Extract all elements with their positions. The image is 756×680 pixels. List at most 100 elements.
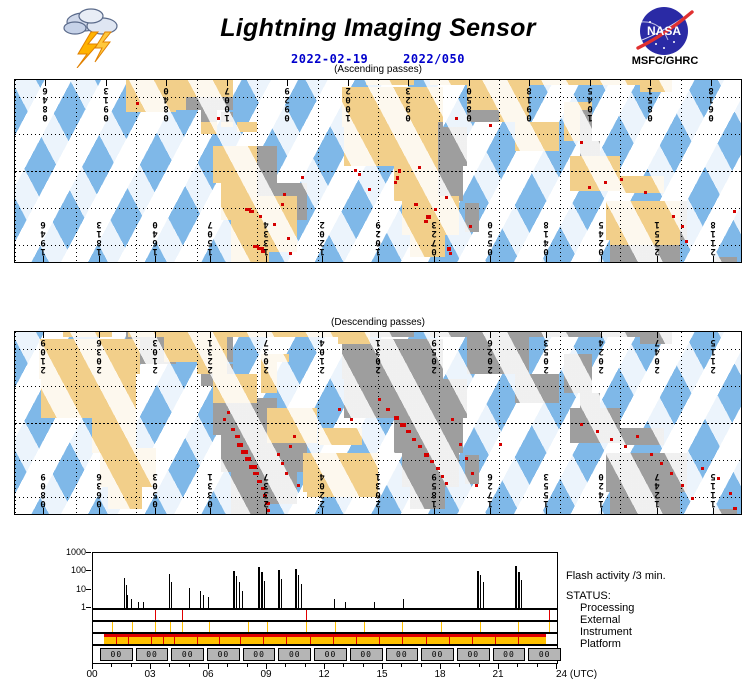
page-header: Lightning Imaging Sensor 2022-02-19 2022…	[0, 0, 756, 78]
platform-status-cell: 00	[385, 648, 419, 661]
x-tick	[150, 664, 151, 669]
instrument-status-fill	[103, 634, 547, 644]
orbit-tick	[154, 256, 156, 262]
y-tick	[86, 607, 91, 608]
orbit-tick	[713, 256, 715, 262]
external-status-tick	[209, 622, 210, 632]
orbit-time-label-top: 2031	[373, 338, 383, 374]
orbit-time-label-top: 2115	[708, 338, 719, 374]
parallel-line	[15, 496, 741, 498]
platform-status-cell: 00	[349, 648, 383, 661]
instrument-status-tick	[286, 637, 288, 644]
external-status-tick	[518, 622, 520, 632]
flash-count-bar	[143, 602, 145, 608]
orbit-time-label-bottom: 0809	[37, 472, 48, 508]
x-tick-label: 00	[86, 669, 98, 680]
lightning-flash-marker	[579, 141, 583, 145]
orbit-time-label-top: 0618	[705, 86, 716, 122]
orbit-tick	[98, 508, 100, 514]
instrument-status-tick	[355, 637, 357, 644]
x-tick	[208, 664, 209, 669]
orbit-tick	[378, 508, 379, 514]
parallel-line	[15, 134, 741, 136]
lightning-flash-marker	[267, 509, 271, 513]
external-status-tick	[247, 622, 249, 632]
flash-count-bar	[200, 590, 202, 608]
orbit-time-label-top: 2036	[93, 338, 104, 374]
lightning-flash-marker	[412, 437, 417, 441]
orbit-time-label-top: 2103	[149, 338, 160, 374]
utc-axis-label: 24 (UTC)	[556, 669, 598, 680]
flash-count-bar	[188, 588, 190, 608]
orbit-tick	[378, 332, 379, 338]
orbit-time-label-bottom: 2118	[708, 220, 719, 256]
lightning-flash-marker	[603, 180, 607, 184]
lightning-flash-marker	[301, 175, 305, 179]
x-tick-label: 03	[144, 669, 156, 680]
orbit-time-label-bottom: 1420	[596, 472, 607, 508]
external-status-tick	[154, 622, 156, 632]
orbit-tick	[710, 80, 712, 86]
external-status-tick	[479, 622, 481, 632]
lightning-flash-marker	[281, 462, 285, 466]
processing-status-tick	[305, 610, 307, 620]
descending-passes-map[interactable]: 2109 2036 2103 2231 2037 2104 2031 2059 2026 2053…	[14, 331, 742, 515]
x-tick	[556, 664, 557, 669]
orbit-time-label-top: 0846	[40, 86, 51, 122]
orbit-time-label-bottom: 1859	[428, 472, 439, 508]
lightning-flash-marker	[609, 437, 613, 441]
lightning-flash-marker	[287, 237, 291, 241]
status-row-instrument	[92, 633, 558, 645]
x-tick-label: 15	[376, 669, 388, 680]
flash-count-bar	[476, 570, 479, 608]
lightning-flash-marker	[670, 472, 674, 476]
orbit-time-label-bottom: 2337	[261, 472, 272, 508]
orbit-tick	[657, 332, 659, 338]
x-tick-label: 12	[318, 669, 330, 680]
x-minor-tick	[362, 664, 364, 667]
external-status-tick	[112, 622, 114, 632]
orbit-tick	[210, 256, 212, 262]
lightning-flash-marker	[378, 398, 381, 402]
processing-status-tick	[154, 610, 156, 620]
lightning-flash-marker	[446, 247, 451, 252]
lightning-flash-marker	[448, 252, 452, 256]
lightning-flash-marker	[394, 415, 400, 420]
platform-status-cell: 00	[100, 648, 133, 661]
y-tick	[86, 552, 91, 553]
orbit-time-label-top: 2059	[428, 338, 439, 374]
flash-count-bar	[171, 582, 173, 608]
lightning-flash-marker	[434, 207, 438, 211]
orbit-time-label-bottom: 1726	[484, 472, 495, 508]
lightning-flash-marker	[252, 472, 259, 476]
orbit-tick	[266, 332, 268, 338]
instrument-status-tick	[239, 637, 241, 644]
instrument-status-tick	[174, 637, 176, 644]
orbit-time-label-bottom: 1507	[205, 220, 216, 256]
external-status-tick	[267, 622, 268, 632]
flash-activity-plot[interactable]	[92, 552, 558, 609]
lightning-flash-marker	[444, 482, 448, 486]
orbit-tick	[650, 80, 652, 86]
platform-status-cell: 00	[492, 648, 526, 661]
orbit-tick	[529, 80, 531, 86]
lightning-flash-marker	[281, 202, 285, 206]
ascending-passes-map[interactable]: 0846 0913 0840 1007 0929 1002 0923 0850 0918 1045…	[14, 79, 742, 263]
lightning-flash-marker	[454, 116, 458, 120]
lightning-flash-marker	[398, 168, 402, 173]
external-status-tick	[402, 622, 404, 632]
orbit-time-label-bottom: 1202	[317, 220, 328, 256]
orbit-tick	[42, 256, 44, 262]
orbit-tick	[42, 508, 44, 514]
platform-status-cell: 00	[421, 648, 454, 661]
flash-count-bar	[169, 574, 171, 608]
lightning-flash-marker	[248, 210, 254, 214]
lightning-flash-marker	[426, 215, 432, 220]
orbit-time-label-bottom: 0245	[596, 220, 607, 256]
flash-activity-chart[interactable]: 00 00 00 00 00 00 00 00 00 00 00 00 00	[92, 552, 561, 664]
flash-count-bar	[127, 595, 129, 608]
flash-count-bar	[295, 568, 298, 608]
date-bar: 2022-02-19 2022/050	[0, 50, 756, 68]
orbit-time-label-bottom: 1946	[37, 220, 48, 256]
flash-count-bar	[203, 595, 205, 608]
